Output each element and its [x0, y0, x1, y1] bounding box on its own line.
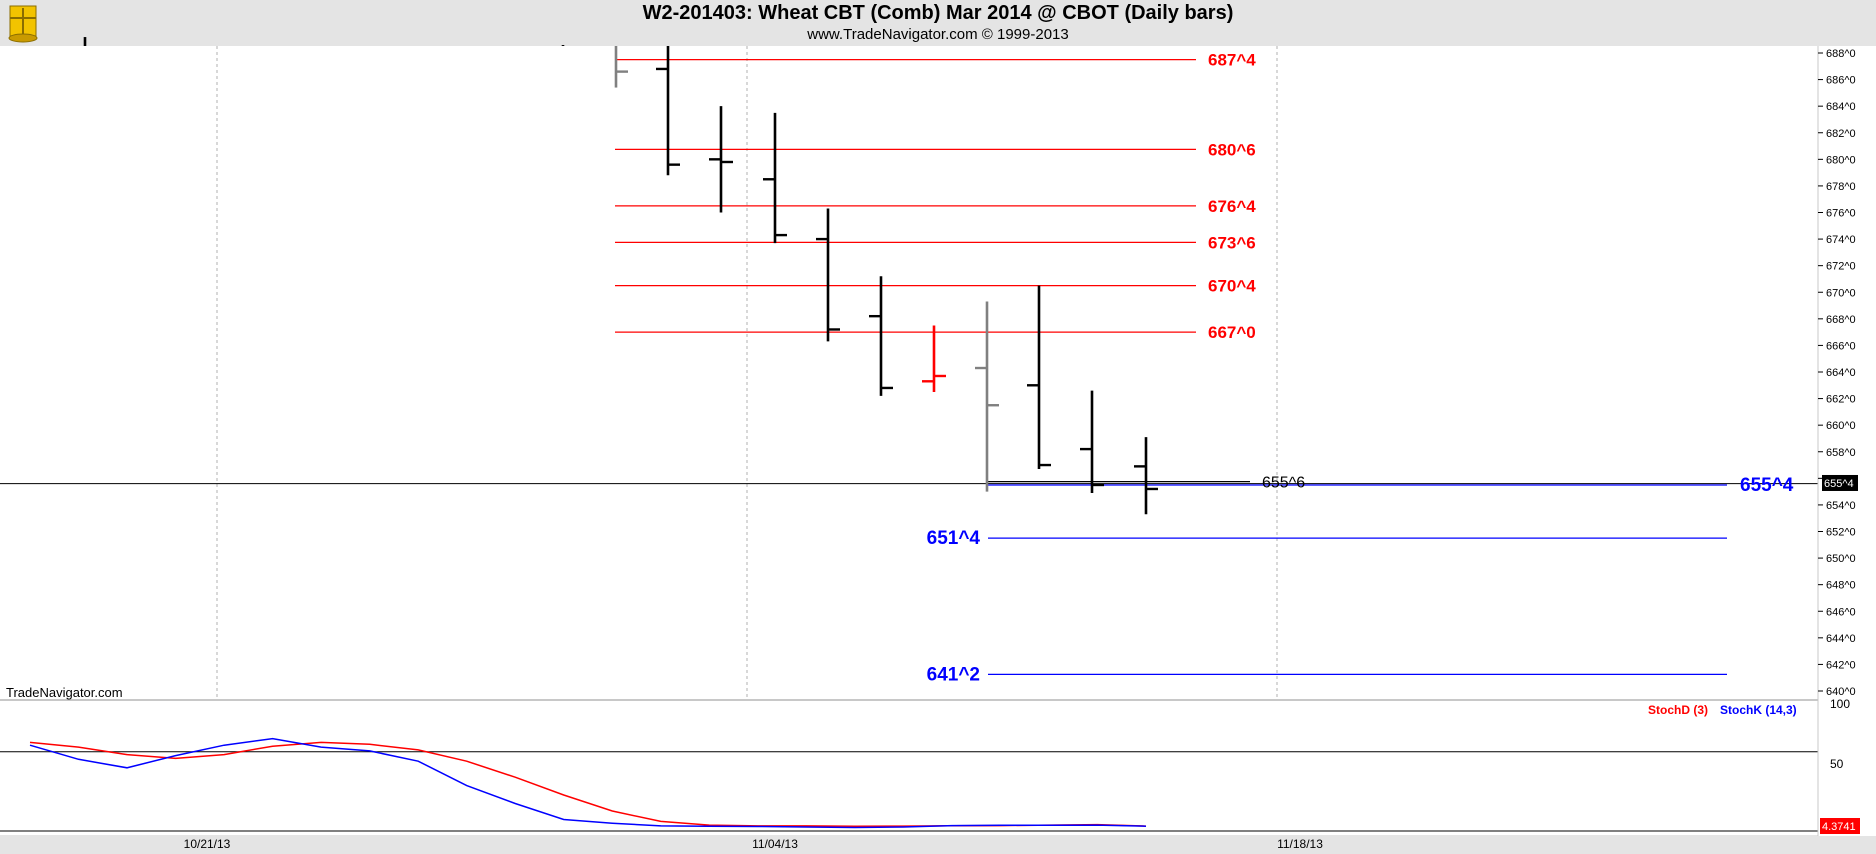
chart-title: W2-201403: Wheat CBT (Comb) Mar 2014 @ C… [642, 2, 1234, 24]
price-tick-label: 688^0 [1826, 48, 1856, 60]
price-tick-label: 650^0 [1826, 553, 1856, 565]
price-tick-label: 658^0 [1826, 447, 1856, 459]
resistance-level-label: 687^4 [1208, 51, 1256, 70]
trade-navigator-logo-icon [8, 5, 38, 43]
price-panel[interactable]: 687^4 680^6 676^4 673^6 670^4 667^0 655^4 651^4… [0, 37, 1876, 836]
resistance-level-label: 667^0 [1208, 323, 1256, 342]
price-tick-label: 646^0 [1826, 606, 1856, 618]
stoch-legend-label: StochD (3) [1648, 703, 1708, 717]
price-tick-label: 678^0 [1826, 181, 1856, 193]
price-tick-label: 642^0 [1826, 659, 1856, 671]
stoch-panel-background [0, 700, 1876, 854]
price-tick-label: 684^0 [1826, 101, 1856, 113]
watermark-text: TradeNavigator.com [6, 685, 123, 700]
date-tick-label: 10/21/13 [184, 837, 231, 851]
price-tick-label: 668^0 [1826, 314, 1856, 326]
price-tick-label: 674^0 [1826, 234, 1856, 246]
support-level-label: 641^2 [927, 664, 980, 685]
stochastic-panel[interactable]: StochD (3) StochK (14,3) [0, 700, 1876, 854]
stoch-tick-label: 50 [1830, 757, 1844, 771]
price-tick-label: 676^0 [1826, 208, 1856, 220]
price-tick-label: 682^0 [1826, 128, 1856, 140]
price-tick-label: 644^0 [1826, 633, 1856, 645]
date-tick-label: 11/18/13 [1277, 837, 1323, 851]
last-price-label: 655^4 [1824, 478, 1854, 490]
resistance-level-label: 670^4 [1208, 277, 1256, 296]
price-tick-label: 660^0 [1826, 420, 1856, 432]
price-tick-label: 662^0 [1826, 394, 1856, 406]
resistance-level-label: 673^6 [1208, 233, 1256, 252]
price-tick-label: 680^0 [1826, 154, 1856, 166]
date-tick-label: 11/04/13 [752, 837, 798, 851]
stoch-last-value-box [1820, 818, 1860, 834]
copyright-text: www.TradeNavigator.com © 1999-2013 [807, 26, 1069, 43]
stoch-last-value-label: 4.3741 [1822, 821, 1856, 833]
price-tick-label: 664^0 [1826, 367, 1856, 379]
price-panel-background [0, 46, 1876, 700]
price-axis-background [1818, 46, 1876, 836]
support-level-label: 655^4 [1740, 475, 1794, 496]
price-tick-label: 648^0 [1826, 580, 1856, 592]
price-tick-label: 686^0 [1826, 75, 1856, 87]
date-axis-background [0, 836, 1876, 854]
price-tick-label: 640^0 [1826, 686, 1856, 698]
price-tick-label: 654^0 [1826, 500, 1856, 512]
stoch-series-line [29, 737, 1147, 829]
resistance-level-label: 676^4 [1208, 197, 1256, 216]
support-level-label: 651^4 [927, 528, 981, 549]
resistance-level-label: 680^6 [1208, 140, 1256, 159]
price-tick-label: 652^0 [1826, 527, 1856, 539]
price-tick-label: 670^0 [1826, 287, 1856, 299]
reference-level-label: 655^6 [1262, 475, 1305, 492]
stoch-legend-label: StochK (14,3) [1720, 703, 1797, 717]
stoch-tick-label: 100 [1830, 697, 1850, 711]
last-price-box [1822, 474, 1858, 491]
chart-header: W2-201403: Wheat CBT (Comb) Mar 2014 @ C… [0, 0, 1876, 46]
price-tick-label: 672^0 [1826, 261, 1856, 273]
axis-layer: 688^0 686^0 684^0 682^0 680^0 678^0 676^0 674^0… [0, 46, 1876, 854]
price-tick-label: 666^0 [1826, 340, 1856, 352]
